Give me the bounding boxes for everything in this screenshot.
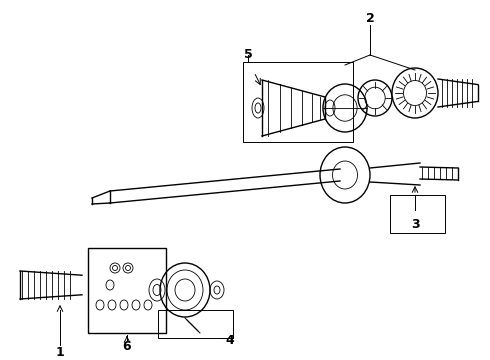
Text: 5: 5 [244, 49, 252, 62]
Bar [243, 62, 353, 142]
Text: 2: 2 [366, 12, 374, 24]
Text: 6: 6 [122, 341, 131, 354]
Bar [158, 310, 233, 338]
Bar [390, 195, 445, 233]
Text: 3: 3 [411, 219, 419, 231]
Bar [88, 248, 166, 333]
Text: 1: 1 [56, 346, 64, 359]
Ellipse shape [392, 68, 438, 118]
Text: 4: 4 [225, 333, 234, 346]
